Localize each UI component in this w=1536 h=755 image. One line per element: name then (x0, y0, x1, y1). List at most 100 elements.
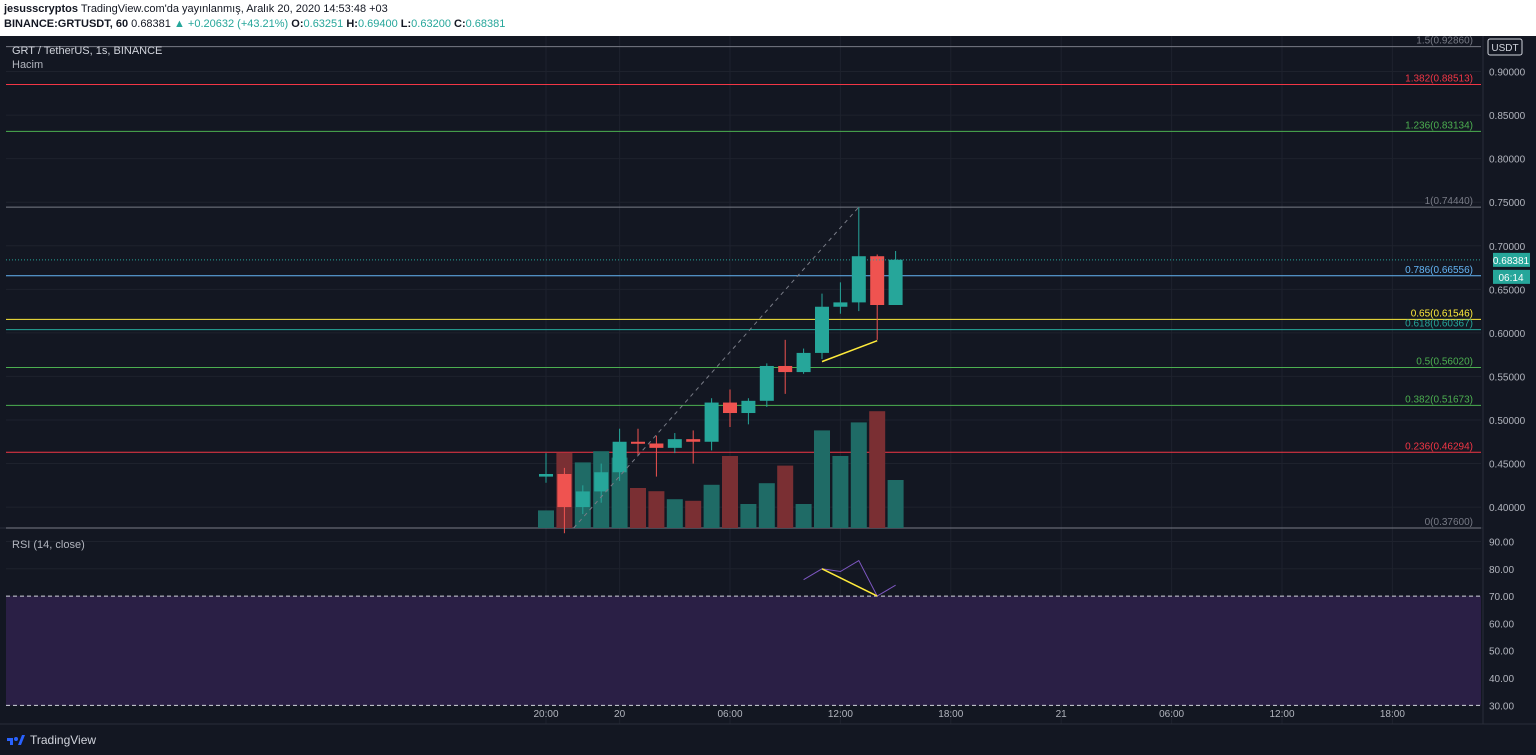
price-tick-label: 0.50000 (1489, 416, 1526, 427)
pane-title: GRT / TetherUS, 1s, BINANCE (12, 45, 162, 57)
volume-bar (814, 430, 830, 528)
symbol-label: BINANCE:GRTUSDT, 60 (4, 18, 129, 30)
currency-label: USDT (1491, 43, 1518, 54)
fib-label: 1.382(0.88513) (1405, 74, 1473, 85)
candle-body (686, 439, 701, 442)
time-tick-label: 20:00 (533, 709, 558, 720)
volume-bar (795, 504, 812, 528)
chart-canvas[interactable]: 1.5(0.92860) 1.382(0.88513) 1.236(0.83134)… (0, 36, 1536, 728)
candle-body (539, 473, 553, 477)
volume-bar (648, 491, 665, 528)
time-tick-label: 12:00 (828, 709, 853, 720)
last-price-badge-text: 0.68381 (1493, 256, 1530, 267)
candle-body (796, 352, 811, 373)
price-tick-label: 0.75000 (1489, 198, 1526, 209)
rsi-tick-label: 50.00 (1489, 647, 1514, 658)
candle-body (575, 491, 590, 508)
fib-label: 0(0.37600) (1425, 517, 1473, 528)
price-tick-label: 0.65000 (1489, 285, 1526, 296)
candle-body (851, 256, 866, 303)
fib-label: 0.5(0.56020) (1416, 357, 1473, 368)
price-tick-label: 0.70000 (1489, 242, 1526, 253)
rsi-label: RSI (14, close) (12, 539, 85, 551)
open-label: O: (291, 18, 304, 30)
candle-body (557, 473, 572, 508)
last-price-badge (1493, 252, 1530, 267)
tradingview-brand[interactable]: TradingView (6, 733, 96, 747)
volume-bars (538, 411, 904, 528)
price-change: ▲ +0.20632 (+43.21%) (173, 18, 289, 30)
candle-body (778, 365, 793, 373)
close-label: C: (454, 18, 466, 30)
fib-label: 0.618(0.60367) (1405, 319, 1473, 330)
volume-bar (869, 411, 886, 528)
countdown-badge (1493, 269, 1530, 284)
volume-bar (850, 422, 867, 528)
volume-bar (758, 483, 775, 528)
price-tick-label: 0.40000 (1489, 503, 1526, 514)
time-tick-label: 06:00 (1159, 709, 1184, 720)
low-value: 0.63200 (411, 18, 451, 30)
volume-bar (630, 488, 646, 528)
volume-bar (832, 456, 849, 528)
candle-body (741, 400, 756, 414)
ohlc-line: BINANCE:GRTUSDT, 60 0.68381 ▲ +0.20632 (… (4, 18, 505, 30)
volume-bar (611, 457, 628, 528)
fib-label: 1.5(0.92860) (1416, 36, 1473, 47)
brand-label: TradingView (30, 733, 97, 747)
candle-body (759, 365, 774, 401)
price-tick-label: 0.85000 (1489, 111, 1526, 122)
footer: TradingView (0, 728, 1536, 755)
countdown-badge-text: 06:14 (1498, 273, 1523, 284)
volume-bar (666, 499, 683, 528)
time-tick-label: 21 (1056, 709, 1068, 720)
volume-bar (538, 510, 554, 528)
rsi-tick-label: 70.00 (1489, 592, 1514, 603)
time-tick-label: 18:00 (938, 709, 963, 720)
candle-body (723, 402, 737, 414)
time-axis: 20:00 20 06:00 12:00 18:00 21 06:00 12:00 18:00 (0, 709, 1536, 725)
rsi-tick-label: 90.00 (1489, 537, 1514, 548)
author-name[interactable]: jesusscryptos (4, 3, 78, 15)
tradingview-logo-icon (7, 735, 25, 745)
candle-body (594, 472, 609, 492)
candle-body (704, 402, 719, 442)
fib-label: 0.382(0.51673) (1405, 394, 1473, 405)
volume-bar (740, 504, 757, 528)
candle-body (815, 306, 829, 353)
price-divergence-line (821, 340, 878, 363)
volume-bar (777, 465, 794, 528)
candles (539, 207, 903, 534)
candle-body (888, 259, 903, 306)
price-tick-label: 0.55000 (1489, 372, 1526, 383)
candle-body (870, 256, 885, 306)
volume-bar (685, 500, 702, 528)
price-tick-label: 0.45000 (1489, 460, 1526, 471)
candle-body (667, 439, 682, 448)
currency-badge[interactable] (1487, 38, 1523, 56)
candle-body (649, 443, 664, 448)
time-tick-label: 06:00 (717, 709, 742, 720)
candle-body (631, 441, 645, 444)
rsi-pane (6, 559, 1481, 706)
fib-label: 0.236(0.46294) (1405, 441, 1473, 452)
price-tick-label: 0.90000 (1489, 68, 1526, 79)
rsi-band (6, 596, 1481, 706)
fib-label: 1(0.74440) (1425, 196, 1473, 207)
candle-body (833, 302, 848, 307)
fib-label: 1.236(0.83134) (1405, 120, 1473, 131)
volume-bar (722, 456, 738, 528)
published-info: TradingView.com'da yayınlanmış, Aralık 2… (80, 3, 388, 15)
publication-header: jesusscryptos TradingView.com'da yayınla… (0, 0, 1536, 36)
time-tick-label: 18:00 (1380, 709, 1405, 720)
rsi-tick-label: 40.00 (1489, 674, 1514, 685)
rsi-tick-label: 80.00 (1489, 565, 1514, 576)
volume-bar (703, 484, 720, 528)
low-label: L: (400, 18, 412, 30)
price-axis: 0.40000 0.45000 0.50000 0.55000 0.60000 0.650… (1482, 36, 1526, 724)
candle-body (612, 441, 627, 473)
open-value: 0.63251 (303, 18, 344, 30)
high-label: H: (346, 18, 358, 30)
publication-line: jesusscryptos TradingView.com'da yayınla… (4, 3, 388, 15)
time-tick-label: 12:00 (1269, 709, 1294, 720)
